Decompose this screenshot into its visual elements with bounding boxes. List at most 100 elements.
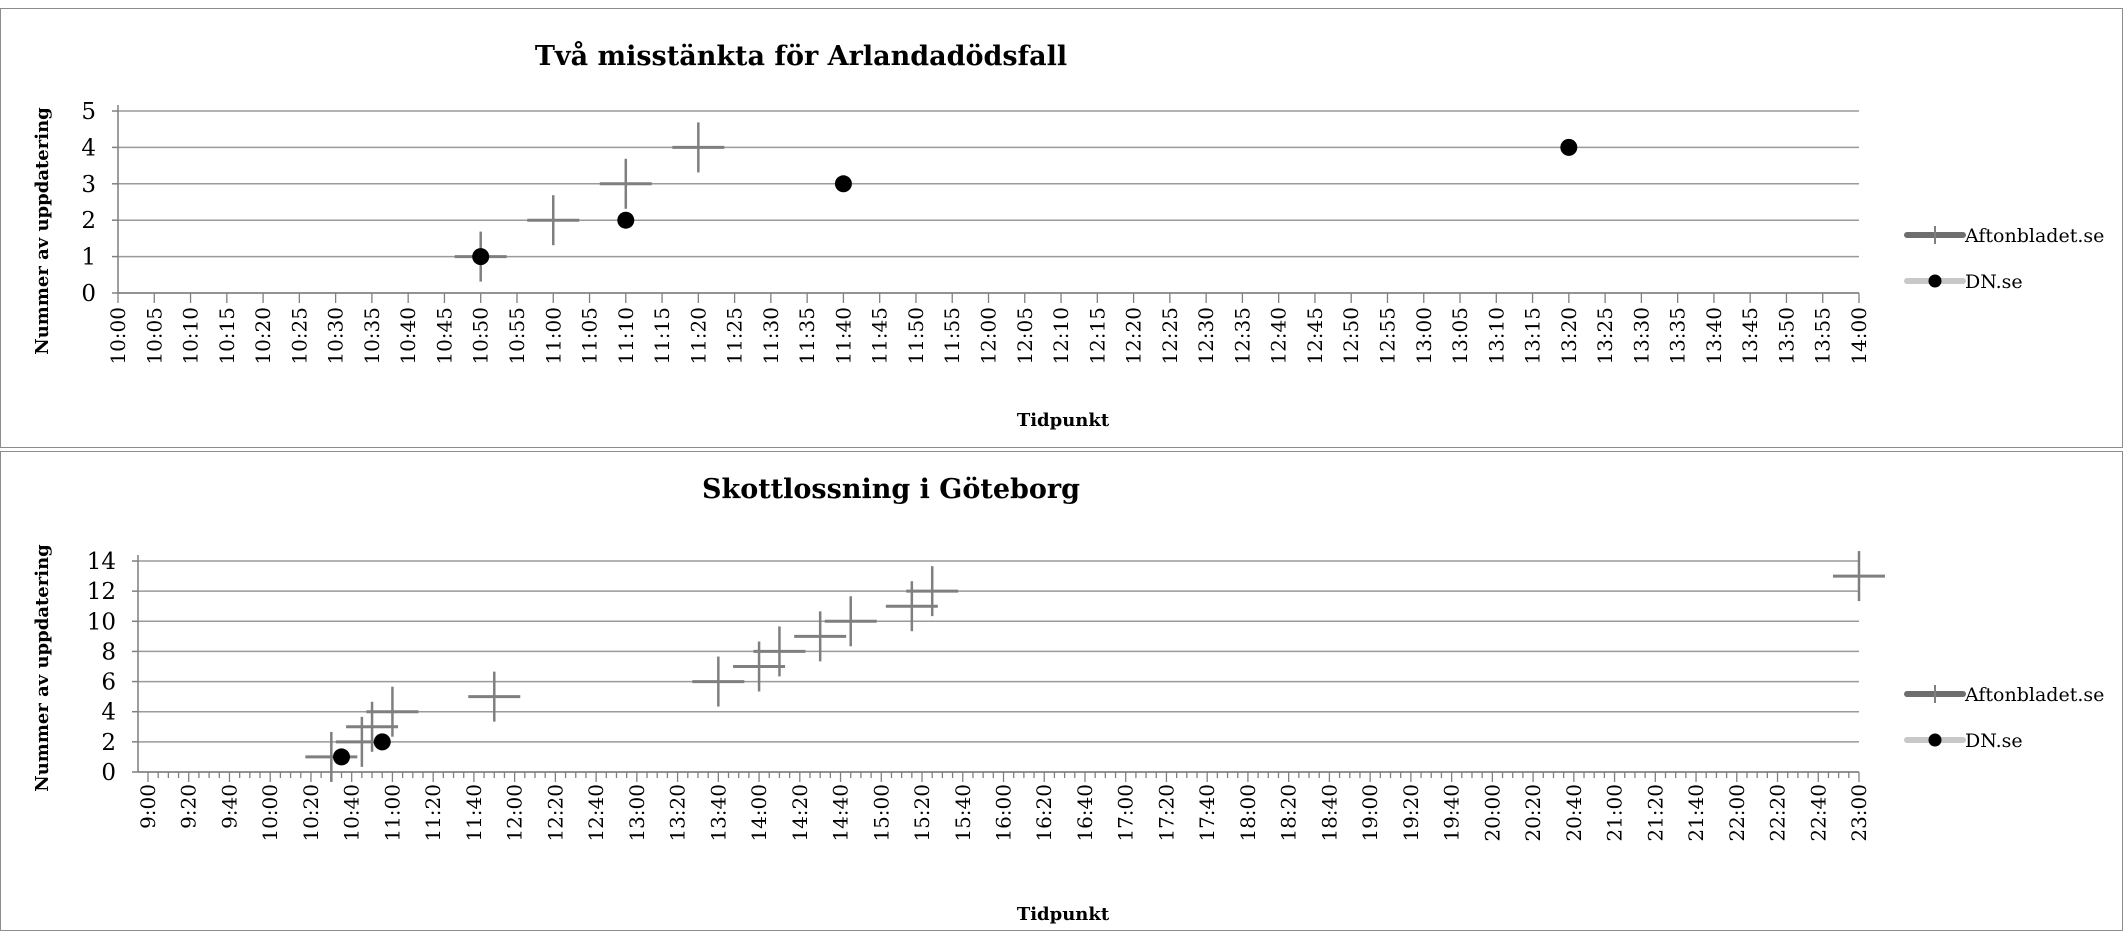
x-tick-label: 12:10	[1049, 307, 1073, 365]
x-tick-label: 14:00	[1847, 307, 1871, 365]
data-point-plus	[468, 671, 521, 722]
x-tick-label: 22:40	[1806, 784, 1830, 842]
x-tick-label: 11:45	[868, 307, 892, 365]
x-tick-label: 20:00	[1480, 784, 1504, 842]
chart-title: Två misstänkta för Arlandadödsfall	[535, 39, 1067, 72]
legend-dot-marker	[1928, 274, 1942, 288]
x-tick-label: 14:40	[829, 784, 853, 842]
x-tick-label: 16:40	[1073, 784, 1097, 842]
x-tick-label: 15:40	[951, 784, 975, 842]
data-point-dot	[333, 748, 351, 766]
chart-goteborg: Skottlossning i Göteborg Nummer av uppda…	[32, 474, 2104, 925]
x-tick-label: 12:35	[1230, 307, 1254, 365]
data-point-plus	[906, 566, 959, 617]
data-point-dot	[472, 248, 490, 266]
x-tick-label: 21:00	[1603, 784, 1627, 842]
x-tick-label: 11:25	[723, 307, 747, 365]
y-tick-label: 1	[81, 245, 96, 271]
x-tick-label: 19:20	[1399, 784, 1423, 842]
data-point-plus	[692, 656, 745, 707]
x-tick-label: 9:40	[217, 784, 241, 829]
x-tick-label: 10:15	[215, 307, 239, 365]
y-tick-label: 12	[87, 579, 116, 605]
x-tick-label: 15:20	[910, 784, 934, 842]
x-tick-label: 10:20	[299, 784, 323, 842]
legend-label: DN.se	[1965, 271, 2023, 293]
x-tick-label: 12:20	[1122, 307, 1146, 365]
data-point-dot	[373, 733, 391, 751]
x-tick-label: 9:00	[136, 784, 160, 829]
y-tick-label: 6	[101, 670, 116, 696]
chart-panel-arlanda: Två misstänkta för Arlandadödsfall Numme…	[0, 8, 2123, 448]
y-tick-label: 0	[101, 760, 116, 786]
y-tick-label: 0	[81, 281, 96, 307]
data-point-plus	[733, 641, 786, 692]
x-tick-label: 10:30	[324, 307, 348, 365]
x-tick-label: 13:45	[1738, 307, 1762, 365]
data-point-dot	[617, 211, 635, 229]
plot-area: 0 2 4 6 8 10 12 14 9:00 9:20 9:40 10:00 10:20 10:40 11…	[87, 549, 1885, 842]
x-tick-label: 11:15	[650, 307, 674, 365]
x-tick-label: 16:20	[1032, 784, 1056, 842]
x-tick-label: 18:20	[1277, 784, 1301, 842]
x-tick-label: 13:10	[1484, 307, 1508, 365]
x-tick-label: 21:20	[1643, 784, 1667, 842]
legend: Aftonbladet.se DN.se	[1904, 225, 2104, 293]
x-tick-label: 22:20	[1766, 784, 1790, 842]
x-tick-label: 14:20	[788, 784, 812, 842]
legend-dot-marker	[1928, 733, 1942, 747]
x-tick-label: 11:20	[421, 784, 445, 842]
x-tick-label: 11:40	[462, 784, 486, 842]
legend: Aftonbladet.se DN.se	[1904, 684, 2104, 752]
data-point-plus	[527, 195, 580, 246]
x-tick-label: 10:40	[340, 784, 364, 842]
x-tick-label: 11:35	[795, 307, 819, 365]
x-tick-label: 13:00	[625, 784, 649, 842]
legend-label: Aftonbladet.se	[1964, 225, 2104, 247]
plot-area: 0 1 2 3 4 5 10:00 10:05 10:10 10:15 10:20 10:25 10:3…	[81, 99, 1871, 365]
legend-label: DN.se	[1965, 730, 2023, 752]
x-tick-label: 13:25	[1593, 307, 1617, 365]
chart-panel-goteborg: Skottlossning i Göteborg Nummer av uppda…	[0, 451, 2123, 931]
legend-label: Aftonbladet.se	[1964, 684, 2104, 706]
x-tick-label: 20:20	[1521, 784, 1545, 842]
y-tick-label: 2	[101, 730, 116, 756]
y-axis-title: Nummer av uppdatering	[32, 107, 53, 355]
x-tick-label: 14:00	[747, 784, 771, 842]
data-point-plus	[366, 686, 419, 737]
x-tick-label: 10:35	[360, 307, 384, 365]
chart-arlanda: Två misstänkta för Arlandadödsfall Numme…	[32, 39, 2104, 431]
x-tick-label: 13:00	[1412, 307, 1436, 365]
x-tick-label: 11:50	[904, 307, 928, 365]
x-tick-label: 11:05	[578, 307, 602, 365]
x-tick-label: 12:00	[503, 784, 527, 842]
x-tick-label: 17:00	[1114, 784, 1138, 842]
data-point-dot	[834, 175, 852, 193]
x-tick-label: 17:20	[1154, 784, 1178, 842]
x-tick-label: 12:25	[1158, 307, 1182, 365]
x-tick-label: 12:50	[1339, 307, 1363, 365]
x-tick-label: 21:40	[1684, 784, 1708, 842]
x-tick-label: 12:40	[1267, 307, 1291, 365]
x-tick-label: 13:20	[666, 784, 690, 842]
y-tick-label: 8	[101, 639, 116, 665]
x-tick-label: 22:00	[1725, 784, 1749, 842]
x-tick-label: 10:50	[469, 307, 493, 365]
x-tick-label: 13:30	[1629, 307, 1653, 365]
x-tick-label: 12:00	[977, 307, 1001, 365]
x-tick-label: 10:20	[251, 307, 275, 365]
x-tick-label: 12:05	[1013, 307, 1037, 365]
x-tick-label: 18:00	[1236, 784, 1260, 842]
x-axis-title: Tidpunkt	[1017, 410, 1110, 431]
data-point-dot	[1560, 138, 1578, 156]
data-point-plus	[346, 701, 399, 752]
y-tick-label: 4	[81, 135, 96, 161]
data-point-plus	[1833, 551, 1885, 602]
x-tick-label: 17:40	[1195, 784, 1219, 842]
data-point-plus	[672, 122, 725, 173]
x-tick-label: 12:30	[1194, 307, 1218, 365]
x-tick-label: 18:40	[1317, 784, 1341, 842]
data-point-plus	[753, 626, 806, 677]
x-tick-label: 23:00	[1847, 784, 1871, 842]
x-tick-label: 10:25	[287, 307, 311, 365]
